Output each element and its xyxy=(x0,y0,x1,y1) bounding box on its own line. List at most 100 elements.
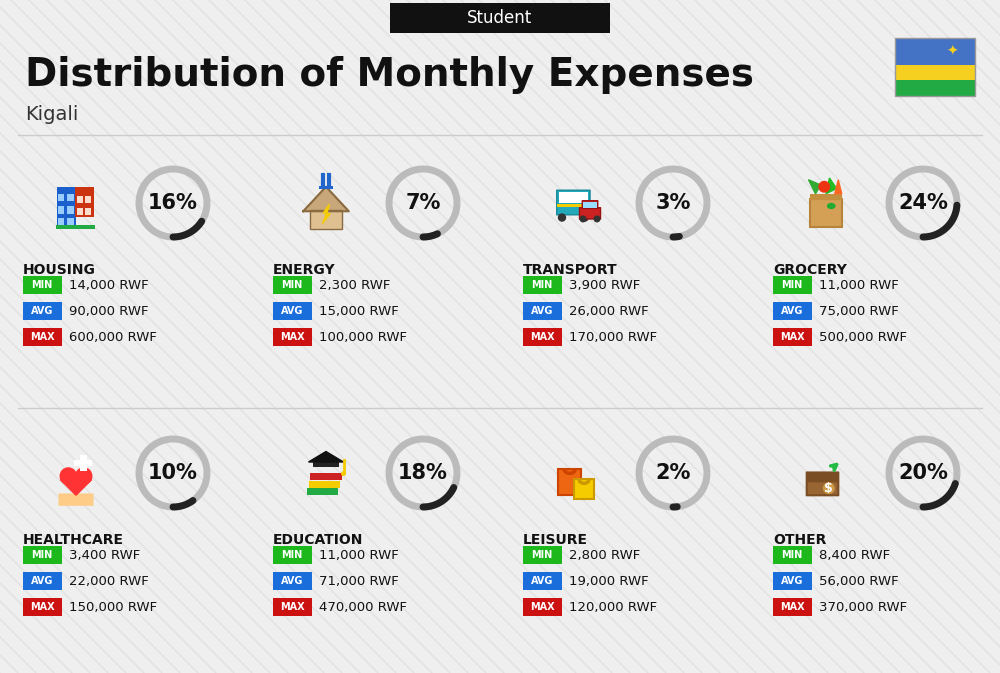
Polygon shape xyxy=(60,479,92,495)
FancyBboxPatch shape xyxy=(58,206,64,214)
FancyBboxPatch shape xyxy=(574,479,594,499)
Text: 8,400 RWF: 8,400 RWF xyxy=(819,548,890,561)
FancyBboxPatch shape xyxy=(22,276,62,294)
Text: ✦: ✦ xyxy=(947,44,958,59)
FancyBboxPatch shape xyxy=(22,546,62,564)
Text: 7%: 7% xyxy=(405,193,441,213)
FancyBboxPatch shape xyxy=(772,598,812,616)
Polygon shape xyxy=(303,186,349,211)
FancyBboxPatch shape xyxy=(807,472,838,495)
Text: TRANSPORT: TRANSPORT xyxy=(523,263,618,277)
Text: 22,000 RWF: 22,000 RWF xyxy=(69,575,149,588)
Text: AVG: AVG xyxy=(281,576,303,586)
Text: Kigali: Kigali xyxy=(25,106,78,125)
Text: MIN: MIN xyxy=(281,550,303,560)
Circle shape xyxy=(558,214,566,221)
Text: 10%: 10% xyxy=(148,463,198,483)
FancyBboxPatch shape xyxy=(558,469,581,495)
FancyBboxPatch shape xyxy=(58,493,94,506)
Text: AVG: AVG xyxy=(31,306,53,316)
Text: 26,000 RWF: 26,000 RWF xyxy=(569,304,649,318)
Text: 24%: 24% xyxy=(898,193,948,213)
Text: 71,000 RWF: 71,000 RWF xyxy=(319,575,399,588)
Text: 3%: 3% xyxy=(655,193,691,213)
FancyBboxPatch shape xyxy=(310,210,342,229)
FancyBboxPatch shape xyxy=(58,218,64,226)
FancyBboxPatch shape xyxy=(313,460,339,467)
FancyBboxPatch shape xyxy=(310,473,342,480)
FancyBboxPatch shape xyxy=(895,38,975,65)
Ellipse shape xyxy=(60,467,77,485)
FancyBboxPatch shape xyxy=(579,208,601,219)
FancyBboxPatch shape xyxy=(557,190,590,215)
Text: 18%: 18% xyxy=(398,463,448,483)
FancyBboxPatch shape xyxy=(522,572,562,590)
FancyBboxPatch shape xyxy=(272,572,312,590)
Text: 500,000 RWF: 500,000 RWF xyxy=(819,330,907,343)
FancyBboxPatch shape xyxy=(75,186,94,217)
FancyBboxPatch shape xyxy=(22,598,62,616)
Text: 90,000 RWF: 90,000 RWF xyxy=(69,304,148,318)
FancyBboxPatch shape xyxy=(67,206,74,214)
FancyBboxPatch shape xyxy=(522,302,562,320)
Text: 150,000 RWF: 150,000 RWF xyxy=(69,600,157,614)
FancyBboxPatch shape xyxy=(895,65,975,80)
FancyBboxPatch shape xyxy=(58,194,64,201)
Circle shape xyxy=(594,216,600,221)
FancyBboxPatch shape xyxy=(85,208,91,215)
FancyBboxPatch shape xyxy=(307,488,338,495)
FancyBboxPatch shape xyxy=(772,302,812,320)
FancyBboxPatch shape xyxy=(558,192,588,203)
FancyBboxPatch shape xyxy=(895,80,975,96)
FancyBboxPatch shape xyxy=(522,328,562,346)
Text: 120,000 RWF: 120,000 RWF xyxy=(569,600,657,614)
Text: MIN: MIN xyxy=(781,280,803,290)
Text: 15,000 RWF: 15,000 RWF xyxy=(319,304,399,318)
Text: MIN: MIN xyxy=(781,550,803,560)
FancyBboxPatch shape xyxy=(557,203,590,207)
Text: Student: Student xyxy=(467,9,533,27)
Text: $: $ xyxy=(824,482,833,495)
Text: 19,000 RWF: 19,000 RWF xyxy=(569,575,649,588)
Text: LEISURE: LEISURE xyxy=(523,533,588,547)
Text: 170,000 RWF: 170,000 RWF xyxy=(569,330,657,343)
Ellipse shape xyxy=(827,203,836,209)
FancyBboxPatch shape xyxy=(807,472,838,483)
Text: 20%: 20% xyxy=(898,463,948,483)
Text: MIN: MIN xyxy=(531,550,553,560)
Text: 470,000 RWF: 470,000 RWF xyxy=(319,600,407,614)
Text: AVG: AVG xyxy=(281,306,303,316)
Text: MAX: MAX xyxy=(30,602,54,612)
Text: AVG: AVG xyxy=(531,306,553,316)
FancyBboxPatch shape xyxy=(390,3,610,33)
FancyBboxPatch shape xyxy=(272,598,312,616)
FancyBboxPatch shape xyxy=(80,455,87,470)
FancyBboxPatch shape xyxy=(272,302,312,320)
Circle shape xyxy=(581,214,588,221)
Circle shape xyxy=(342,472,345,475)
FancyBboxPatch shape xyxy=(522,546,562,564)
Circle shape xyxy=(824,483,834,493)
Text: 2%: 2% xyxy=(655,463,691,483)
Ellipse shape xyxy=(75,467,92,485)
FancyBboxPatch shape xyxy=(77,195,83,203)
FancyBboxPatch shape xyxy=(772,546,812,564)
FancyBboxPatch shape xyxy=(319,186,333,189)
FancyBboxPatch shape xyxy=(22,572,62,590)
Text: OTHER: OTHER xyxy=(773,533,826,547)
FancyBboxPatch shape xyxy=(810,194,842,200)
Text: MAX: MAX xyxy=(780,602,804,612)
FancyBboxPatch shape xyxy=(772,276,812,294)
Text: 11,000 RWF: 11,000 RWF xyxy=(319,548,399,561)
FancyBboxPatch shape xyxy=(272,546,312,564)
Text: MIN: MIN xyxy=(281,280,303,290)
Text: 2,800 RWF: 2,800 RWF xyxy=(569,548,640,561)
Text: HOUSING: HOUSING xyxy=(23,263,96,277)
FancyBboxPatch shape xyxy=(22,328,62,346)
FancyBboxPatch shape xyxy=(590,202,597,208)
Text: EDUCATION: EDUCATION xyxy=(273,533,363,547)
FancyBboxPatch shape xyxy=(67,194,74,201)
Text: AVG: AVG xyxy=(781,306,803,316)
Text: MAX: MAX xyxy=(280,602,304,612)
Text: AVG: AVG xyxy=(531,576,553,586)
